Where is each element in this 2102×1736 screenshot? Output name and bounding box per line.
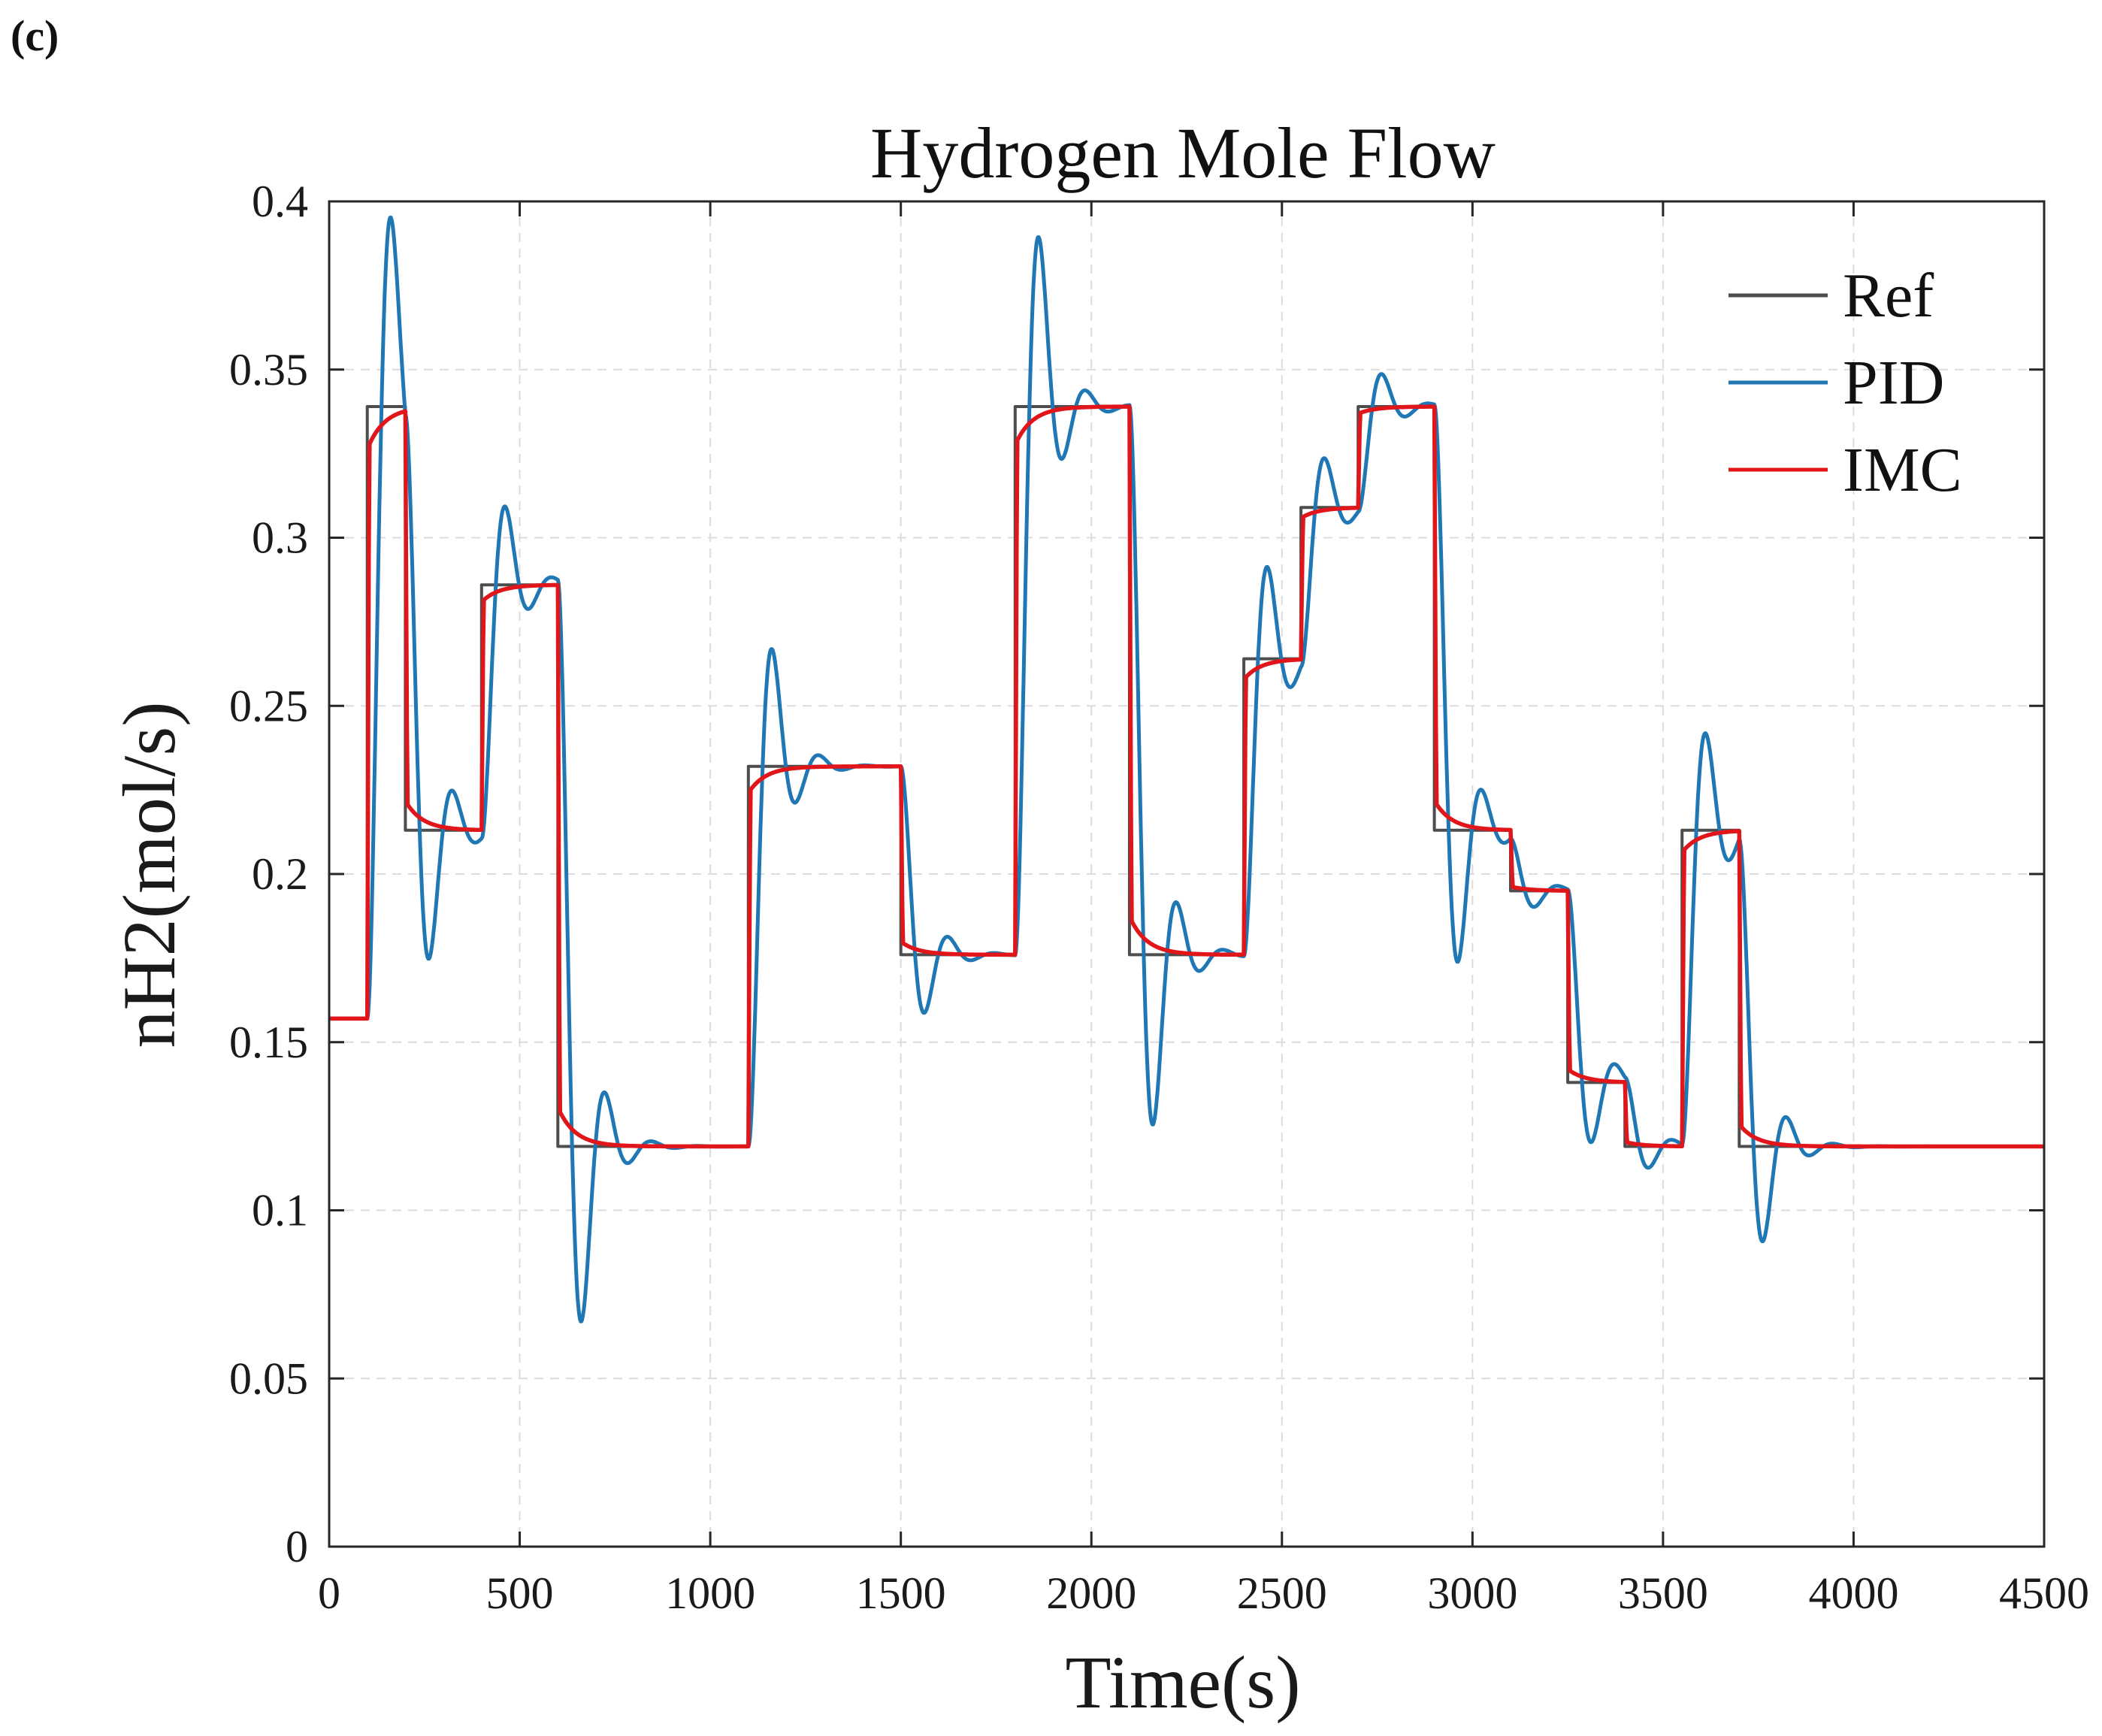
y-tick-label: 0.05 <box>229 1353 308 1403</box>
y-tick-label: 0.4 <box>252 177 308 226</box>
x-tick-label: 0 <box>318 1568 340 1618</box>
y-tick-label: 0.35 <box>229 345 308 395</box>
x-tick-label: 3500 <box>1618 1568 1708 1618</box>
y-tick-label: 0 <box>286 1522 308 1571</box>
chart-title: Hydrogen Mole Flow <box>870 113 1496 193</box>
grid-lines <box>329 201 2044 1547</box>
x-tick-label: 4000 <box>1808 1568 1898 1618</box>
series-line-imc <box>329 404 2046 1149</box>
series-line-ref <box>329 405 2044 1148</box>
legend-label-ref: Ref <box>1843 261 1934 331</box>
x-tick-label: 1500 <box>856 1568 946 1618</box>
y-tick-label: 0.3 <box>252 513 308 563</box>
y-tick-label: 0.2 <box>252 849 308 899</box>
x-tick-label: 3000 <box>1427 1568 1517 1618</box>
x-tick-label: 2000 <box>1046 1568 1136 1618</box>
panel-label: (c) <box>11 11 59 60</box>
legend-label-imc: IMC <box>1843 435 1962 505</box>
y-tick-label: 0.1 <box>252 1186 308 1235</box>
legend-label-pid: PID <box>1843 348 1944 418</box>
x-tick-label: 1000 <box>665 1568 755 1618</box>
x-tick-label: 2500 <box>1237 1568 1327 1618</box>
x-tick-label: 4500 <box>1999 1568 2089 1618</box>
series-line-pid <box>329 216 2046 1323</box>
y-tick-label: 0.25 <box>229 681 308 730</box>
x-tick-label: 500 <box>486 1568 554 1618</box>
y-tick-label: 0.15 <box>229 1018 308 1067</box>
axis-ticks: 0 500 1000 1500 2000 2500 3000 3500 4000 4500 0 0.0… <box>229 177 2089 1618</box>
legend: Ref PID IMC <box>1728 261 1962 505</box>
x-axis-title: Time(s) <box>1065 1641 1300 1724</box>
y-axis-title: nH2(mol/s) <box>107 701 191 1048</box>
series-lines <box>329 216 2046 1323</box>
